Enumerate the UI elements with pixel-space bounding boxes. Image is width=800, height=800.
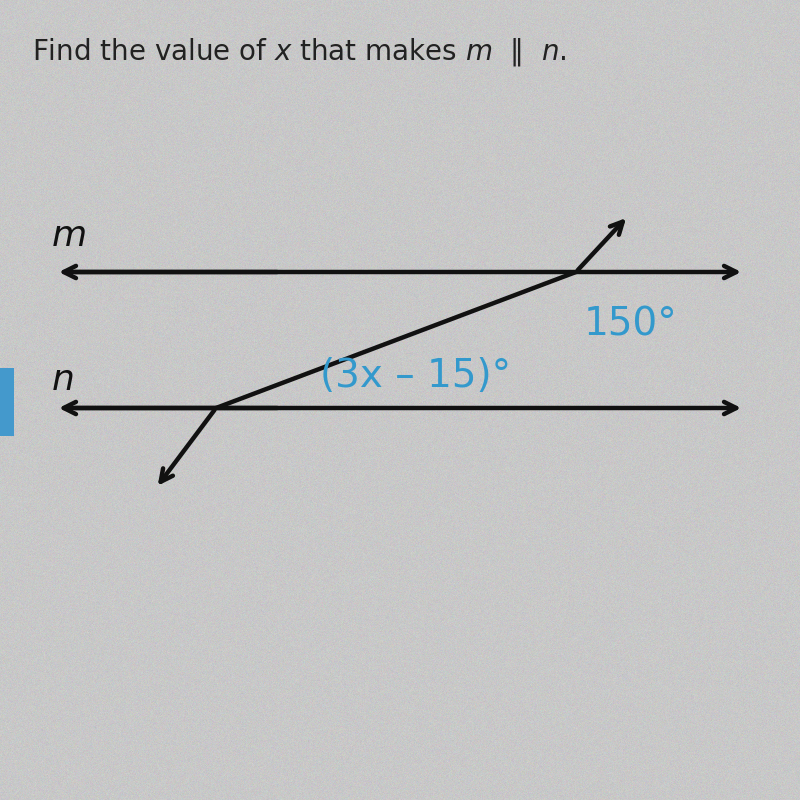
Text: m: m [52,219,87,253]
Text: Find the value of $x$ that makes $m$  ‖  $n$.: Find the value of $x$ that makes $m$ ‖ $… [32,36,566,68]
Text: 150°: 150° [584,305,678,343]
Text: n: n [52,363,75,397]
Bar [0,368,14,436]
Text: (3x – 15)°: (3x – 15)° [320,357,511,395]
